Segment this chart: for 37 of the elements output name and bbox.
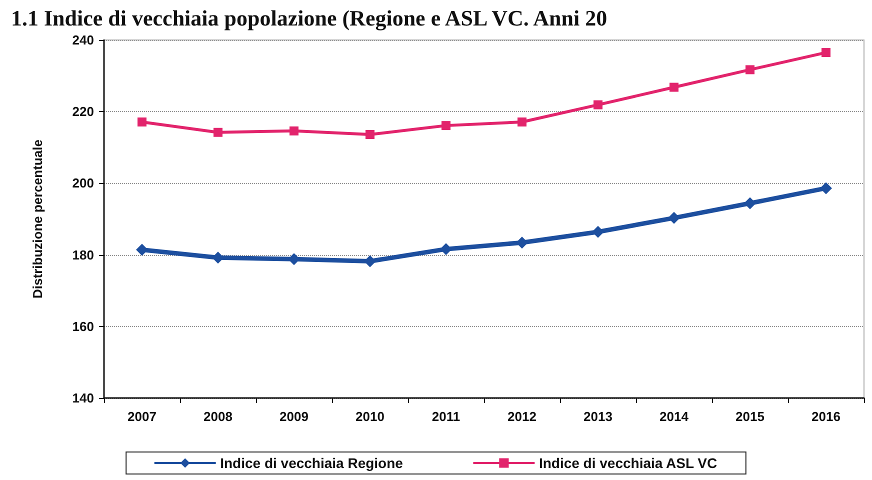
point	[746, 65, 754, 74]
point	[136, 244, 148, 256]
legend-label: Indice di vecchiaia Regione	[220, 455, 404, 471]
x-tick-label: 2014	[660, 409, 690, 424]
x-tick-label: 2016	[812, 409, 840, 424]
y-tick-label: 220	[72, 104, 94, 120]
point	[592, 226, 604, 238]
x-tick-label: 2007	[128, 409, 156, 424]
point	[744, 197, 756, 210]
point	[668, 212, 680, 224]
y-axis-title: Distribuzione percentuale	[30, 140, 45, 298]
x-tick-label: 2010	[356, 409, 384, 424]
point	[820, 182, 832, 194]
point	[366, 130, 374, 140]
x-tick-label: 2012	[508, 409, 536, 424]
point	[290, 126, 298, 136]
y-tick-label: 200	[72, 176, 94, 191]
y-tick-label: 180	[72, 247, 94, 262]
x-tick-label: 2013	[584, 409, 612, 424]
x-tick-label: 2015	[736, 409, 764, 424]
point	[138, 117, 146, 126]
point	[594, 100, 602, 110]
point	[214, 128, 222, 137]
y-tick-label: 240	[72, 32, 94, 48]
point	[364, 255, 376, 268]
y-tick-label: 160	[72, 318, 94, 334]
chart-title: 1.1 Indice di vecchiaia popolazione (Regione e ASL VC. Anni 20	[11, 6, 608, 30]
x-tick-label: 2011	[432, 409, 460, 424]
point	[516, 236, 528, 249]
x-tick-label: 2009	[280, 409, 308, 424]
point	[442, 121, 450, 130]
point	[670, 82, 678, 92]
legend-label: Indice di vecchiaia ASL VC	[538, 455, 718, 471]
x-tick-label: 2008	[204, 409, 232, 424]
y-tick-label: 140	[72, 390, 94, 406]
point	[822, 48, 830, 58]
point	[518, 117, 526, 126]
